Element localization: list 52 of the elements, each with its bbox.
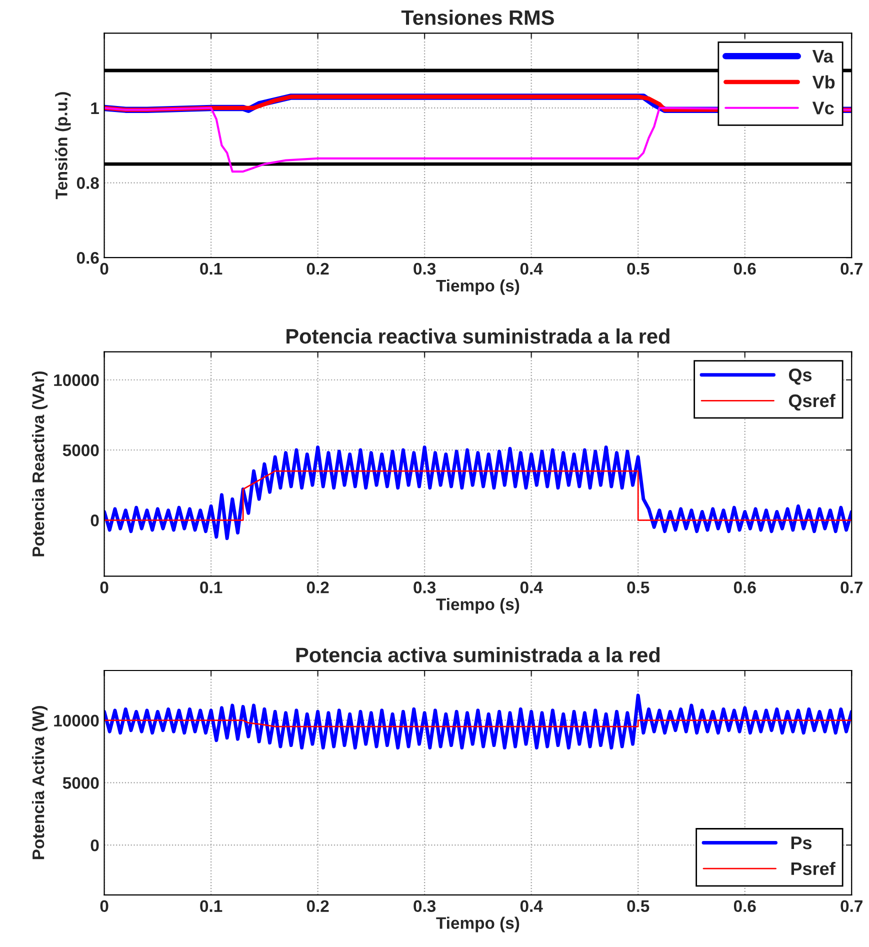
y-tick-label: 1 <box>91 102 99 114</box>
x-tick-label: 0 <box>100 262 108 275</box>
x-tick-label: 0.1 <box>200 900 222 912</box>
x-tick-label: 0 <box>100 582 108 594</box>
x-tick-label: 0.1 <box>200 262 222 275</box>
legend-label: Ps <box>791 836 812 850</box>
x-tick-label: 0.6 <box>734 262 756 275</box>
x-axis-title: Tiempo (s) <box>436 916 520 932</box>
x-tick-label: 0.2 <box>306 900 329 912</box>
x-tick-label: 0.3 <box>414 582 436 594</box>
x-tick-label: 0.5 <box>627 262 650 275</box>
legend-label: Qsref <box>788 394 836 411</box>
x-tick-label: 0.3 <box>414 262 436 275</box>
y-tick-label: 0.6 <box>76 252 99 264</box>
chart-title: Potencia activa suministrada a la red <box>296 647 660 662</box>
x-tick-label: 0.5 <box>627 582 650 594</box>
x-tick-label: 0.4 <box>520 262 543 275</box>
y-tick-label: 0 <box>90 839 99 852</box>
legend-label: Psref <box>791 862 836 876</box>
legend-label: Va <box>812 50 834 63</box>
line-series <box>104 445 852 540</box>
legend-label: Vc <box>812 102 834 114</box>
line-series <box>104 694 852 750</box>
x-tick-label: 0.7 <box>840 900 862 912</box>
y-tick-label: 10000 <box>54 714 99 727</box>
x-tick-label: 0.4 <box>520 582 543 594</box>
x-axis-title: Tiempo (s) <box>436 598 520 614</box>
x-tick-label: 0.7 <box>840 582 862 594</box>
x-tick-label: 0.6 <box>734 900 756 912</box>
x-tick-label: 0.4 <box>520 900 543 912</box>
y-tick-label: 0 <box>90 514 99 526</box>
y-tick-label: 5000 <box>62 777 99 789</box>
x-tick-label: 0.6 <box>734 582 756 594</box>
x-tick-label: 0.2 <box>306 582 329 594</box>
y-tick-label: 0.8 <box>76 177 99 189</box>
y-tick-label: 5000 <box>62 444 99 456</box>
legend-label: Vb <box>812 75 835 89</box>
y-tick-label: 10000 <box>54 374 99 386</box>
chart-title: Potencia reactiva suministrada a la red <box>286 328 670 344</box>
chart-title: Tensiones RMS <box>401 10 554 26</box>
legend-label: Qs <box>788 368 812 385</box>
y-axis-title: Potencia Activa (W) <box>32 706 48 860</box>
line-series <box>104 720 852 728</box>
x-tick-label: 0.3 <box>414 900 436 912</box>
x-tick-label: 0.2 <box>306 262 329 275</box>
x-tick-label: 0 <box>100 900 108 912</box>
y-axis-title: Potencia Reactiva (VAr) <box>32 371 48 556</box>
x-tick-label: 0.1 <box>200 582 222 594</box>
x-tick-label: 0.7 <box>840 262 862 275</box>
y-axis-title: Tensión (p.u.) <box>55 92 71 200</box>
x-axis-title: Tiempo (s) <box>436 279 520 295</box>
x-tick-label: 0.5 <box>627 900 650 912</box>
